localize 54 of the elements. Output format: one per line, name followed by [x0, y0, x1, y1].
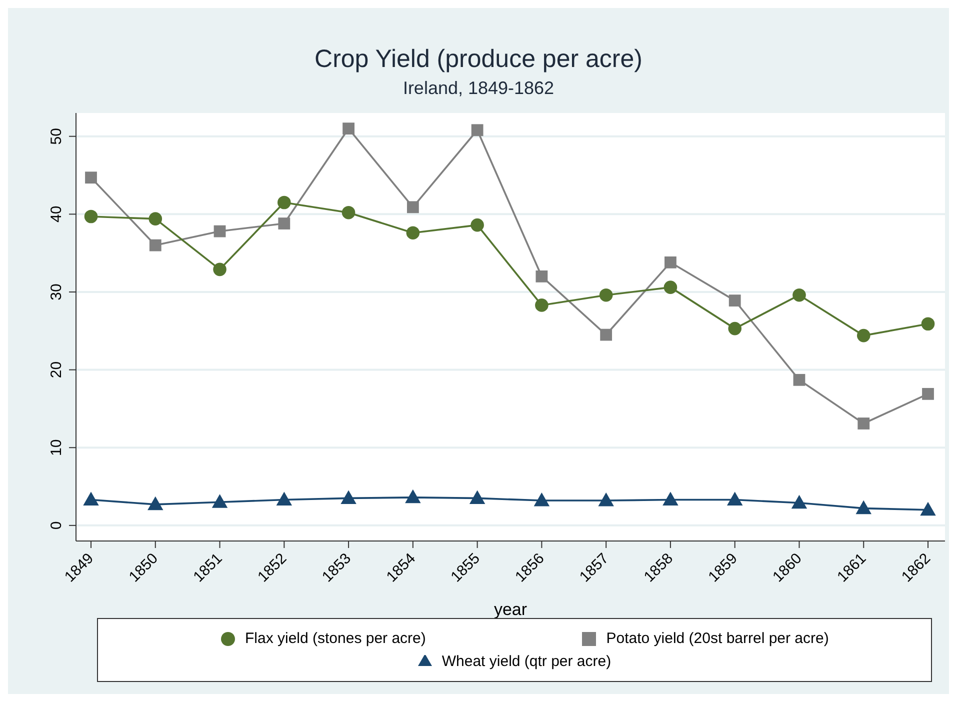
point [276, 492, 292, 506]
point [84, 492, 98, 506]
point [84, 210, 98, 224]
point [470, 490, 485, 504]
point [922, 388, 934, 400]
chart-title: Crop Yield (produce per acre) [314, 44, 644, 74]
point [920, 502, 936, 516]
y-tick-label: 40 [48, 206, 65, 223]
x-axis-title: year [494, 600, 528, 619]
point [85, 172, 97, 184]
point [856, 500, 872, 514]
point [471, 124, 484, 136]
point [793, 374, 806, 386]
point [278, 196, 291, 210]
point [664, 280, 678, 294]
y-tick-label: 50 [48, 128, 65, 145]
point [858, 418, 870, 430]
point [405, 490, 420, 504]
point [214, 225, 226, 238]
legend-label: Flax yield (stones per acre) [244, 630, 426, 647]
point [470, 218, 484, 232]
y-tick-label: 30 [48, 284, 65, 300]
point [148, 496, 163, 510]
point [792, 495, 807, 509]
y-tick-label: 0 [48, 521, 65, 530]
point [599, 288, 613, 302]
point [212, 494, 228, 508]
y-tick-label: 10 [48, 439, 65, 456]
point [341, 490, 356, 504]
point [598, 493, 614, 506]
point [662, 492, 678, 506]
point [728, 322, 742, 336]
point [148, 212, 162, 226]
point [535, 298, 548, 312]
point [536, 270, 548, 282]
point [727, 492, 742, 506]
chart-subtitle: Ireland, 1849-1862 [402, 77, 556, 100]
point [342, 122, 354, 135]
point [856, 328, 870, 342]
point [342, 206, 356, 220]
point [278, 218, 290, 230]
point [728, 294, 741, 306]
point [534, 493, 550, 506]
point [406, 226, 420, 240]
point [406, 201, 419, 214]
point [664, 256, 676, 268]
point [149, 239, 162, 252]
point [600, 328, 612, 341]
point [921, 317, 935, 331]
legend-label: Potato yield (20st barrel per acre) [606, 630, 829, 647]
point [792, 288, 806, 302]
legend-label: Wheat yield (qtr per acre) [442, 653, 612, 670]
point [213, 262, 226, 276]
y-tick-label: 20 [48, 361, 65, 378]
